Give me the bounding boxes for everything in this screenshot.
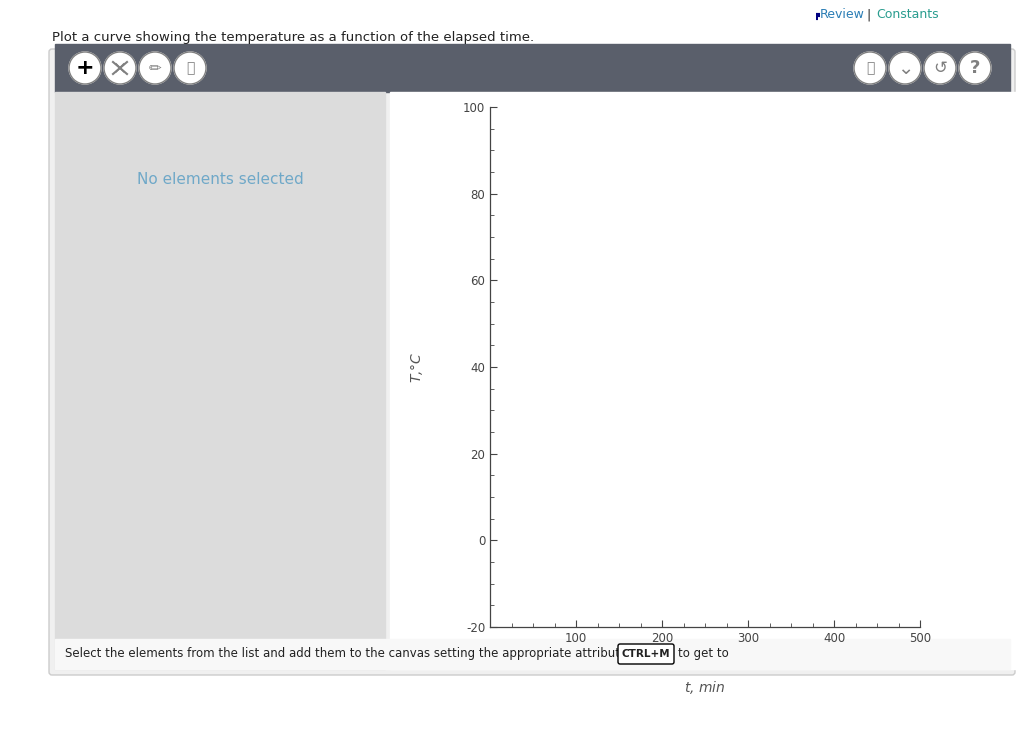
Text: ↺: ↺ xyxy=(933,59,947,77)
Circle shape xyxy=(854,52,886,84)
Text: Review: Review xyxy=(820,8,865,22)
Circle shape xyxy=(174,52,206,84)
Text: ✏: ✏ xyxy=(149,61,161,75)
Bar xyxy=(390,92,1025,669)
Text: CTRL+M: CTRL+M xyxy=(622,649,670,659)
Circle shape xyxy=(889,52,921,84)
Text: Select the elements from the list and add them to the canvas setting the appropr: Select the elements from the list and ad… xyxy=(65,648,671,660)
Text: Constants: Constants xyxy=(876,8,939,22)
Bar xyxy=(55,639,1010,669)
Text: 💡: 💡 xyxy=(866,61,874,75)
Text: |: | xyxy=(866,8,870,22)
Text: ⌄: ⌄ xyxy=(897,58,913,78)
Text: to get to: to get to xyxy=(678,648,729,660)
Bar xyxy=(55,92,385,669)
Text: $T$,°C: $T$,°C xyxy=(409,351,425,382)
Bar xyxy=(0,0,1025,47)
Circle shape xyxy=(69,52,101,84)
Text: ✕: ✕ xyxy=(113,59,127,77)
Text: No elements selected: No elements selected xyxy=(136,172,303,187)
FancyBboxPatch shape xyxy=(618,644,674,664)
Text: $t$, min: $t$, min xyxy=(685,679,726,696)
Circle shape xyxy=(959,52,991,84)
Text: Plot a curve showing the temperature as a function of the elapsed time.: Plot a curve showing the temperature as … xyxy=(52,31,534,43)
Circle shape xyxy=(924,52,956,84)
FancyBboxPatch shape xyxy=(49,49,1015,675)
Text: 🗑: 🗑 xyxy=(186,61,194,75)
Bar xyxy=(55,44,1010,92)
Circle shape xyxy=(104,52,136,84)
Circle shape xyxy=(139,52,171,84)
Text: ?: ? xyxy=(970,59,980,77)
Text: +: + xyxy=(76,58,94,78)
